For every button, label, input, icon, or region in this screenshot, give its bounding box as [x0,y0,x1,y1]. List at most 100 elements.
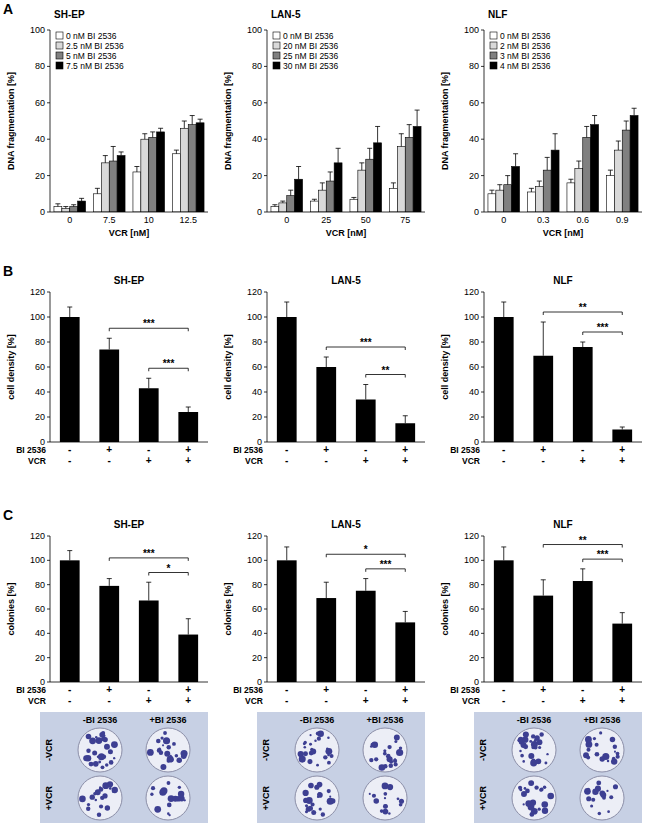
colony [394,762,398,766]
bar [62,208,70,212]
bar [101,163,109,212]
row-label: VCR [462,696,480,706]
y-axis [50,536,51,682]
bar [614,150,622,212]
error-bar [326,582,327,598]
y-tick-label: 40 [252,134,262,144]
bar [316,367,336,442]
error-bar [184,121,185,128]
colony [86,807,90,811]
y-tick-label: 20 [252,171,262,181]
colony [327,789,331,793]
y-tick-label: 0 [40,207,45,217]
colony [537,739,543,745]
plate [580,776,624,820]
colony [105,805,110,810]
colony [388,785,390,787]
colony [384,804,388,808]
error-cap [280,201,285,202]
colony [104,744,110,750]
colony [303,790,309,796]
chart-title: SH-EP [114,519,145,530]
error-bar [594,116,595,125]
plate-column-label: -BI 2536 [517,715,552,725]
x-tick-label: - [108,455,111,466]
error-cap [288,190,293,191]
error-bar [160,128,161,132]
y-tick-label: 80 [252,580,262,590]
x-tick-label: - [364,684,367,695]
significance-label: *** [163,358,175,369]
y-tick-label: 40 [35,387,45,397]
row-label: VCR [28,696,46,706]
colony [158,748,161,751]
significance-label: *** [597,549,609,560]
y-tick [481,139,484,140]
chart-title: SH-EP [54,9,85,20]
colony [584,788,591,795]
y-tick [264,442,267,443]
colony [160,764,166,770]
error-cap [312,199,317,200]
colony [383,809,389,815]
colony [397,797,400,800]
colony [388,812,391,815]
bar [366,159,374,212]
x-tick-label: - [325,455,328,466]
axis-title: VCR [nM] [326,228,367,238]
chart-title: LAN-5 [331,275,361,286]
colony [307,759,312,764]
x-axis [267,442,425,443]
y-tick [481,367,484,368]
colony [303,746,306,749]
colony [522,736,528,742]
colony [595,752,600,757]
bar [413,126,421,212]
error-cap [146,378,151,379]
error-cap [399,133,404,134]
error-cap [616,141,621,142]
bar [326,181,334,212]
colony [546,753,548,755]
x-tick-label: - [364,444,367,455]
y-tick [264,584,267,585]
y-tick [47,392,50,393]
marks [271,110,421,212]
colony [317,792,323,798]
y-tick-label: 20 [469,412,479,422]
colony [387,784,393,790]
colony [523,731,529,737]
error-bar [586,126,587,137]
x-tick-label: - [542,455,545,466]
error-cap [576,161,581,162]
error-bar [401,134,402,147]
error-bar [405,611,406,622]
colony [109,760,114,765]
y-tick-label: 80 [252,61,262,71]
colony [536,759,542,765]
error-cap [190,115,195,116]
y-tick [264,139,267,140]
row-label: VCR [245,696,263,706]
colony [151,786,155,790]
bar [141,139,149,212]
bar [70,207,78,212]
bar [533,356,553,442]
bar [157,132,165,212]
error-cap [272,204,277,205]
colony [97,812,101,816]
colony [167,781,171,785]
bar [358,170,366,212]
colony [529,740,532,743]
bar [573,347,593,442]
error-bar [547,157,548,170]
plate [580,728,624,772]
row-label: BI 2536 [233,685,263,695]
x-axis [484,442,642,443]
legend-label: 20 nM BI 2536 [283,41,339,51]
plate-row-label: -VCR [478,739,488,761]
y-tick [47,560,50,561]
error-bar [365,579,366,591]
error-bar [192,116,193,125]
colony [107,781,113,787]
